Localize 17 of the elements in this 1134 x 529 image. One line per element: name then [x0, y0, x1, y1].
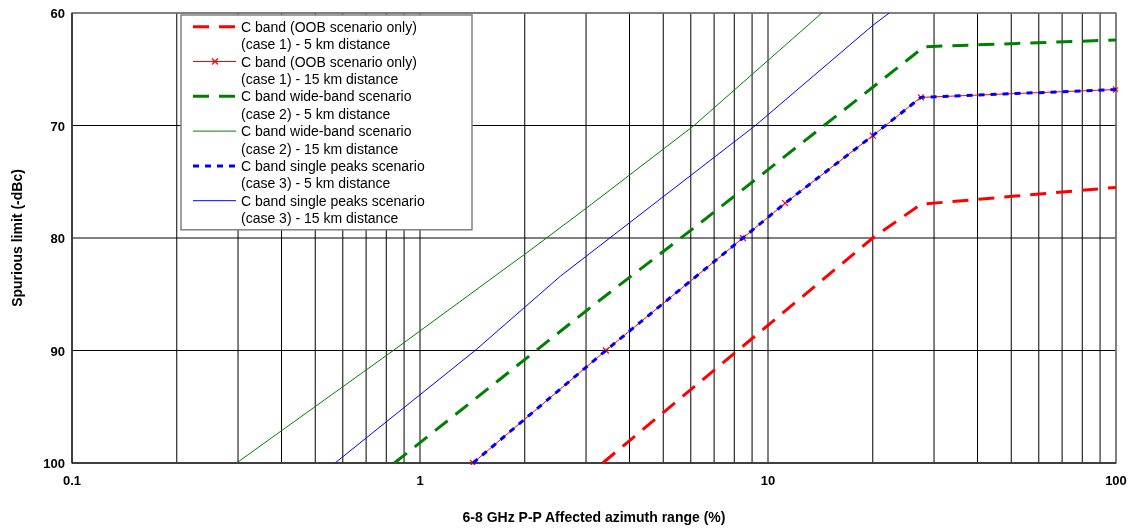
- y-tick-label: 100: [43, 456, 65, 471]
- legend-label: C band (OOB scenario only) (case 1) - 5 km distance: [241, 18, 417, 53]
- legend-label: C band wide-band scenario (case 2) - 5 km distance: [241, 88, 412, 122]
- y-tick-label: 90: [50, 343, 65, 359]
- x-tick-label: 10: [760, 473, 776, 488]
- legend-label: C band wide-band scenario (case 2) - 15 km distance: [241, 123, 412, 157]
- legend-label: C band single peaks scenario (case 3) - 5 km distance: [241, 157, 425, 192]
- legend-label: C band single peaks scenario (case 3) - 15 km distance: [241, 192, 425, 227]
- x-tick-label: 0.1: [62, 473, 82, 488]
- x-tick-label: 100: [1105, 473, 1127, 488]
- y-tick-label: 70: [50, 118, 65, 134]
- y-axis-title: Spurious limit (-dBc): [9, 169, 25, 307]
- y-tick-label: 60: [50, 6, 65, 21]
- legend-label: C band (OOB scenario only) (case 1) - 15 km distance: [241, 53, 417, 87]
- x-tick-label: 1: [416, 473, 424, 488]
- x-axis-title: 6-8 GHz P-P Affected azimuth range (%): [462, 509, 726, 525]
- y-tick-label: 80: [50, 231, 65, 246]
